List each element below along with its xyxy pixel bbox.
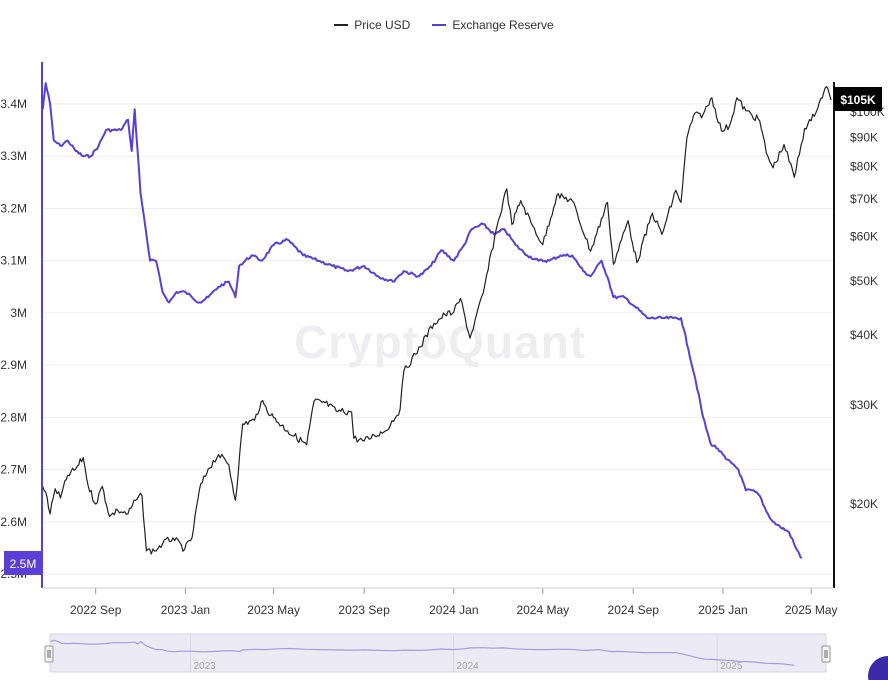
x-tick-label: 2022 Sep bbox=[70, 603, 122, 617]
navigator-selection[interactable] bbox=[49, 633, 827, 673]
main-chart[interactable]: CryptoQuant 3.4M 3.3M 3.2M 3.1M 3M 2.9M 2.8M 2.… bbox=[0, 0, 888, 625]
left-tick-label: 2.8M bbox=[0, 410, 27, 424]
navigator-series bbox=[50, 639, 795, 666]
right-tick-label: $50K bbox=[850, 274, 878, 288]
navigator-labels: 2023 2024 2025 bbox=[194, 661, 743, 672]
range-navigator[interactable]: 2023 2024 2025 bbox=[0, 628, 888, 680]
left-tick-label: 3.4M bbox=[0, 97, 27, 111]
legend-item-price[interactable]: Price USD bbox=[334, 18, 410, 32]
right-tick-label: $70K bbox=[850, 192, 878, 206]
chart-legend: Price USD Exchange Reserve bbox=[0, 18, 888, 32]
legend-swatch-reserve bbox=[432, 24, 447, 26]
navigator-handle-left[interactable] bbox=[44, 645, 54, 663]
price-badge-label: $105K bbox=[840, 93, 876, 107]
x-tick-label: 2023 Jan bbox=[161, 603, 210, 617]
x-tick-label: 2025 Jan bbox=[698, 603, 747, 617]
x-axis-ticks: 2022 Sep 2023 Jan 2023 May 2023 Sep 2024 Jan… bbox=[70, 588, 838, 617]
right-tick-label: $60K bbox=[850, 229, 878, 243]
right-axis-ticks: $100K$90K$80K$70K$60K$50K$40K$30K$20K bbox=[850, 105, 885, 511]
right-tick-label: $40K bbox=[850, 328, 878, 342]
reserve-badge: 2.5M bbox=[4, 551, 42, 575]
right-tick-label: $80K bbox=[850, 159, 878, 173]
series-lines bbox=[41, 82, 832, 559]
navigator-grid bbox=[190, 634, 718, 672]
price-badge-bg bbox=[834, 87, 882, 111]
x-tick-label: 2025 May bbox=[785, 603, 838, 617]
price-badge: $105K bbox=[834, 87, 882, 111]
chat-widget-button[interactable] bbox=[868, 656, 888, 680]
x-tick-label: 2023 Sep bbox=[338, 603, 390, 617]
right-tick-label: $20K bbox=[850, 497, 878, 511]
left-tick-label: 3.2M bbox=[0, 201, 27, 215]
left-tick-label: 3.1M bbox=[0, 254, 27, 268]
right-tick-label: $90K bbox=[850, 131, 878, 145]
x-tick-label: 2024 Sep bbox=[608, 603, 660, 617]
x-tick-label: 2024 Jan bbox=[429, 603, 478, 617]
x-tick-label: 2024 May bbox=[516, 603, 569, 617]
navigator-year-label: 2025 bbox=[720, 661, 743, 672]
left-tick-label: 3.3M bbox=[0, 149, 27, 163]
legend-item-reserve[interactable]: Exchange Reserve bbox=[432, 18, 554, 32]
legend-label-price: Price USD bbox=[354, 18, 411, 32]
watermark-logo: CryptoQuant bbox=[294, 316, 586, 368]
legend-label-reserve: Exchange Reserve bbox=[452, 18, 554, 32]
price-usd-line bbox=[42, 86, 832, 555]
right-tick-label: $30K bbox=[850, 398, 878, 412]
x-tick-label: 2023 May bbox=[247, 603, 300, 617]
exchange-reserve-line bbox=[41, 82, 803, 559]
legend-swatch-price bbox=[334, 24, 349, 26]
navigator-year-label: 2023 bbox=[194, 661, 217, 672]
reserve-badge-label: 2.5M bbox=[10, 557, 37, 571]
grid-lines bbox=[42, 103, 834, 575]
reserve-badge-bg bbox=[4, 551, 42, 575]
left-tick-label: 2.9M bbox=[0, 358, 27, 372]
navigator-handle-right[interactable] bbox=[821, 645, 831, 663]
left-tick-label: 3M bbox=[10, 306, 27, 320]
left-tick-label: 2.7M bbox=[0, 463, 27, 477]
navigator-year-label: 2024 bbox=[456, 661, 479, 672]
left-tick-label: 2.6M bbox=[0, 515, 27, 529]
